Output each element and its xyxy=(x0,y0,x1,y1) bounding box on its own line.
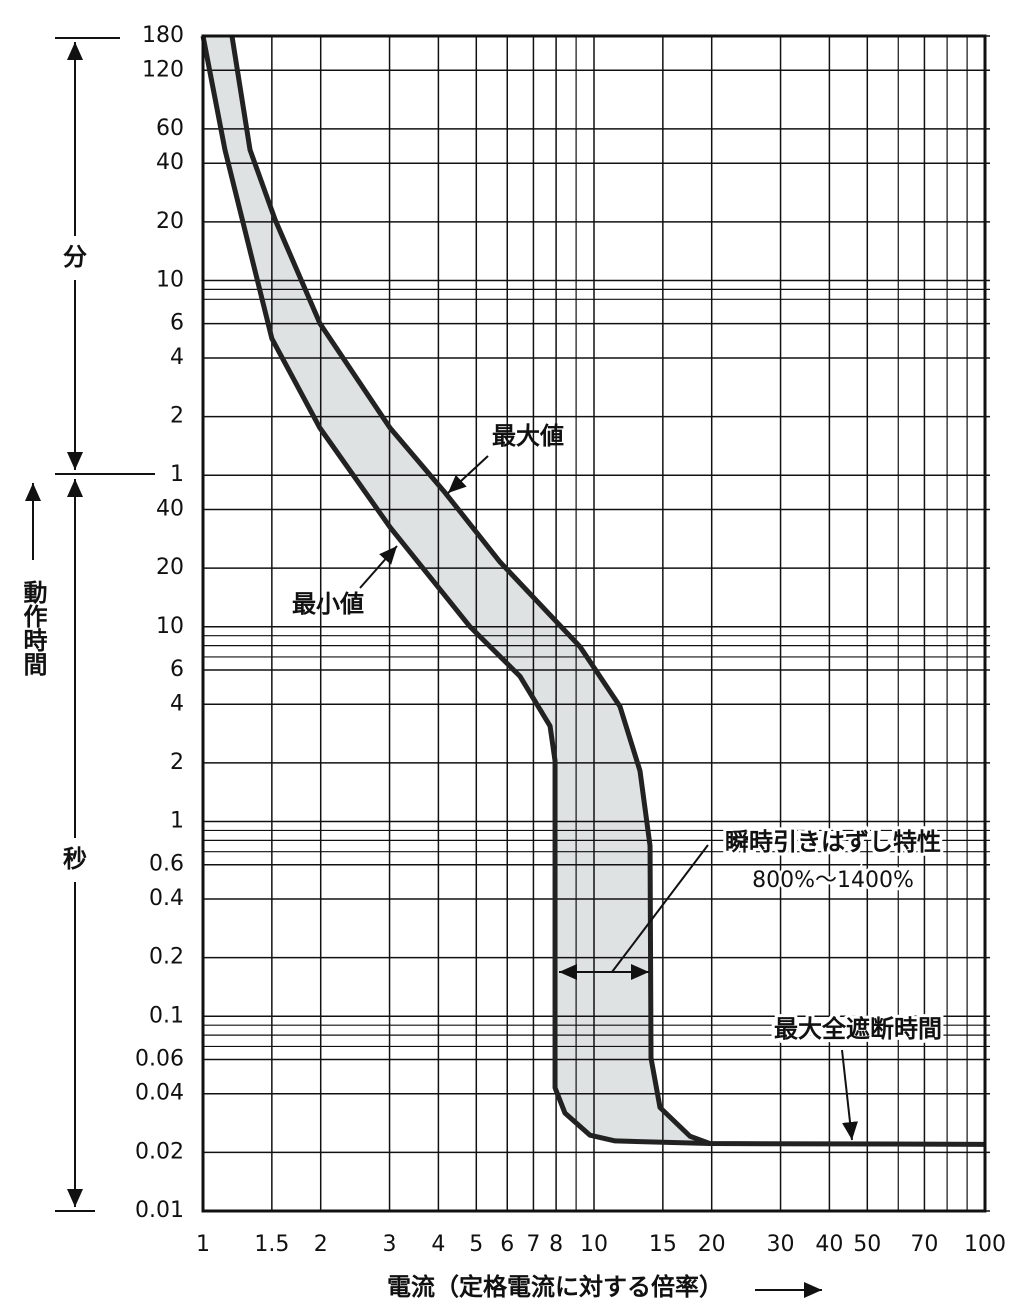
annotation: 最大全遮断時間 xyxy=(774,1015,942,1043)
x-tick-label: 4 xyxy=(431,1232,445,1257)
y-tick-label: 10 xyxy=(156,267,184,292)
legend-label: 最大値 xyxy=(492,422,564,450)
x-tick-label: 6 xyxy=(500,1232,514,1257)
y-tick-label: 10 xyxy=(156,614,184,639)
y-tick-label: 180 xyxy=(142,23,184,48)
y-tick-label: 20 xyxy=(156,209,184,234)
x-tick-label: 15 xyxy=(649,1232,677,1257)
curve xyxy=(200,35,711,1147)
y-tick-label: 0.04 xyxy=(135,1081,184,1106)
y-tick-label: 0.4 xyxy=(149,886,184,911)
y-tick-label: 60 xyxy=(156,116,184,141)
x-tick-label: 20 xyxy=(698,1232,726,1257)
y-tick-label: 40 xyxy=(156,150,184,175)
y-tick-label: 0.1 xyxy=(149,1003,184,1028)
y-tick-label: 40 xyxy=(156,497,184,522)
decorations xyxy=(25,37,858,1298)
x-tick-label: 30 xyxy=(767,1232,795,1257)
legend-label: 最小値 xyxy=(292,590,364,618)
annotation-arrow xyxy=(611,844,709,973)
y-tick-label: 2 xyxy=(170,404,184,429)
curve xyxy=(229,35,986,1147)
unit-label: 秒 xyxy=(63,845,87,873)
x-tick-label: 40 xyxy=(815,1232,843,1257)
x-tick-label: 3 xyxy=(383,1232,397,1257)
y-tick-label: 120 xyxy=(142,57,184,82)
annotation-arrow xyxy=(841,1049,858,1141)
y-tick-label: 6 xyxy=(170,311,184,336)
x-tick-label: 5 xyxy=(469,1232,483,1257)
x-tick-label: 2 xyxy=(314,1232,328,1257)
unit-label: 分 xyxy=(63,243,87,271)
y-tick-label: 1 xyxy=(170,462,184,487)
y-tick-label: 4 xyxy=(170,691,184,716)
y-tick-label: 20 xyxy=(156,555,184,580)
plot: 1 1.5 2 3 4 5 6 7 8 10 15 20 30 40 50 70 100180120604020… xyxy=(135,23,1006,1257)
x-tick-label: 1 xyxy=(196,1232,210,1257)
y-tick-label: 1 xyxy=(170,809,184,834)
x-tick-label: 50 xyxy=(853,1232,881,1257)
annotation: 瞬時引きはずし特性 xyxy=(725,828,941,856)
plot-frame xyxy=(201,34,987,1213)
y-tick-label: 2 xyxy=(170,750,184,775)
annotation: 800%〜1400% xyxy=(752,868,914,893)
y-tick-label: 4 xyxy=(170,345,184,370)
x-tick-label: 1.5 xyxy=(254,1232,289,1257)
x-tick-label: 8 xyxy=(549,1232,563,1257)
y-tick-label: 0.2 xyxy=(149,945,184,970)
annotation-arrow xyxy=(359,545,398,589)
y-tick-label: 6 xyxy=(170,657,184,682)
y-axis-label: 動作時間 xyxy=(19,580,47,677)
x-tick-label: 70 xyxy=(910,1232,938,1257)
x-axis-label: 電流（定格電流に対する倍率） xyxy=(387,1273,723,1301)
y-tick-label: 0.06 xyxy=(135,1046,184,1071)
annotation-arrow xyxy=(447,455,489,494)
y-tick-label: 0.01 xyxy=(135,1198,184,1223)
x-tick-label: 10 xyxy=(580,1232,608,1257)
x-tick-label: 100 xyxy=(964,1232,1006,1257)
y-tick-label: 0.02 xyxy=(135,1139,184,1164)
x-tick-label: 7 xyxy=(526,1232,540,1257)
y-tick-label: 0.6 xyxy=(149,852,184,877)
